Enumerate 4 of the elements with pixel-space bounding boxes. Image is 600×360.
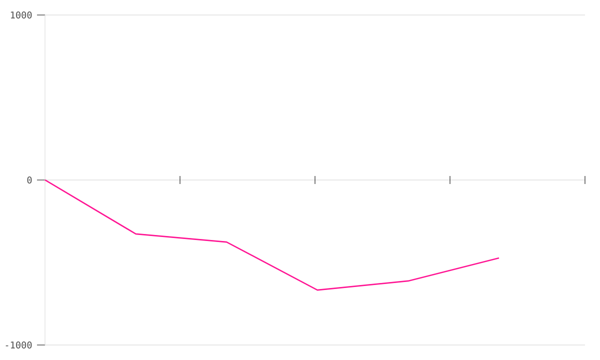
y-tick-label: -1000 xyxy=(6,341,32,349)
y-tick-label: 0 xyxy=(27,176,32,184)
line-series xyxy=(44,179,500,291)
y-tick-label: 1000 xyxy=(10,11,32,19)
